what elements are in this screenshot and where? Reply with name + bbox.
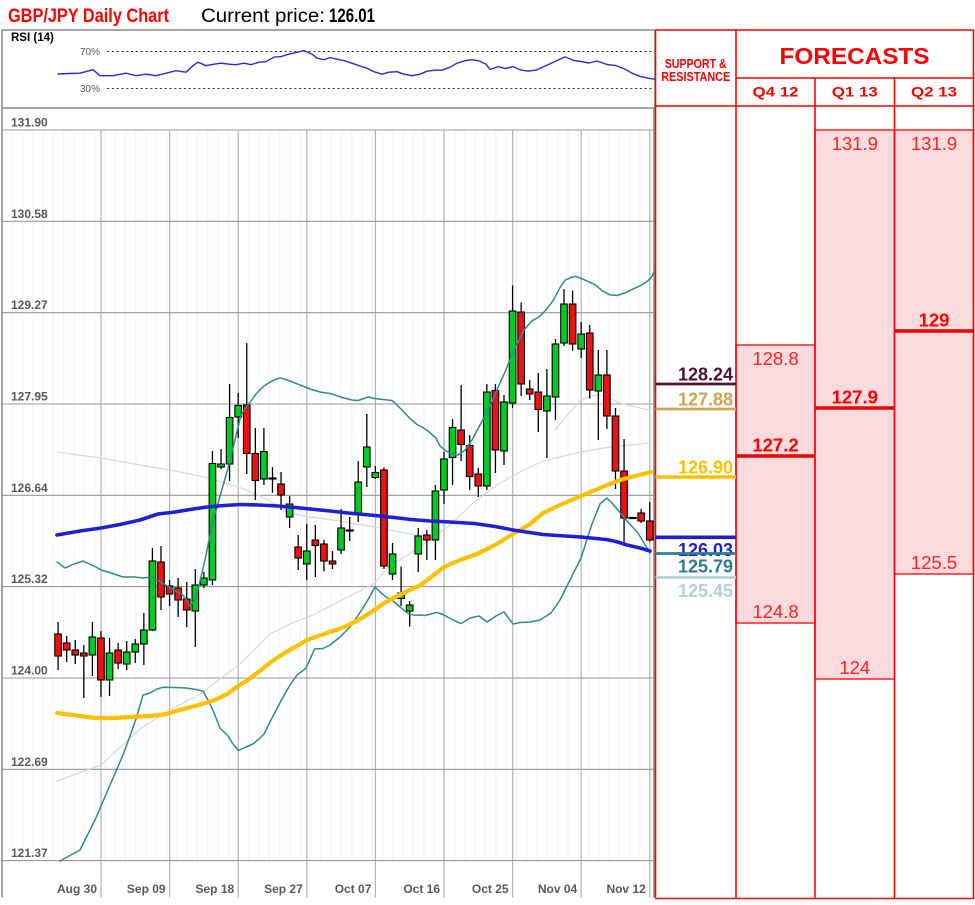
svg-text:Q1 13: Q1 13 — [832, 84, 878, 100]
svg-text:124.00: 124.00 — [11, 664, 48, 678]
svg-text:131.9: 131.9 — [832, 133, 878, 154]
svg-text:131.90: 131.90 — [11, 116, 48, 130]
svg-text:130.58: 130.58 — [11, 207, 48, 221]
svg-text:121.37: 121.37 — [11, 846, 48, 860]
svg-text:Sep 18: Sep 18 — [195, 882, 234, 896]
svg-text:Current price:: Current price: — [201, 5, 325, 27]
svg-text:RESISTANCE: RESISTANCE — [661, 70, 730, 84]
svg-text:127.95: 127.95 — [11, 390, 48, 404]
svg-text:Q4 12: Q4 12 — [753, 84, 799, 100]
svg-text:128.24: 128.24 — [678, 365, 733, 385]
svg-text:126.03: 126.03 — [678, 540, 733, 560]
svg-text:131.9: 131.9 — [911, 133, 957, 154]
svg-text:122.69: 122.69 — [11, 755, 48, 769]
svg-text:Q2 13: Q2 13 — [911, 84, 957, 100]
svg-text:125.79: 125.79 — [678, 557, 733, 577]
svg-text:Sep 09: Sep 09 — [127, 882, 166, 896]
svg-text:30%: 30% — [80, 84, 100, 95]
svg-text:128.8: 128.8 — [752, 348, 798, 369]
svg-text:RSI (14): RSI (14) — [11, 32, 54, 44]
svg-text:127.88: 127.88 — [678, 390, 733, 410]
svg-text:124.8: 124.8 — [752, 601, 798, 622]
svg-text:124: 124 — [839, 657, 870, 678]
svg-text:Oct 07: Oct 07 — [335, 882, 372, 896]
svg-text:125.45: 125.45 — [678, 581, 733, 601]
svg-text:70%: 70% — [80, 47, 100, 58]
svg-text:Nov 12: Nov 12 — [606, 882, 646, 896]
svg-text:Oct 16: Oct 16 — [403, 882, 440, 896]
svg-text:GBP/JPY Daily Chart: GBP/JPY Daily Chart — [8, 5, 169, 27]
svg-text:126.64: 126.64 — [11, 481, 48, 495]
svg-text:129.27: 129.27 — [11, 298, 48, 312]
svg-text:125.5: 125.5 — [911, 552, 957, 573]
svg-text:127.9: 127.9 — [832, 387, 878, 408]
svg-text:Sep 27: Sep 27 — [264, 882, 303, 896]
svg-text:127.2: 127.2 — [752, 435, 798, 456]
svg-text:FORECASTS: FORECASTS — [780, 43, 930, 69]
svg-text:SUPPORT &: SUPPORT & — [665, 57, 727, 71]
svg-text:Nov 04: Nov 04 — [538, 882, 578, 896]
svg-text:Oct 25: Oct 25 — [472, 882, 509, 896]
svg-text:125.32: 125.32 — [11, 572, 48, 586]
svg-text:126.01: 126.01 — [329, 5, 375, 27]
svg-text:126.90: 126.90 — [678, 458, 733, 478]
svg-text:Aug 30: Aug 30 — [57, 882, 97, 896]
svg-text:129: 129 — [919, 310, 950, 331]
